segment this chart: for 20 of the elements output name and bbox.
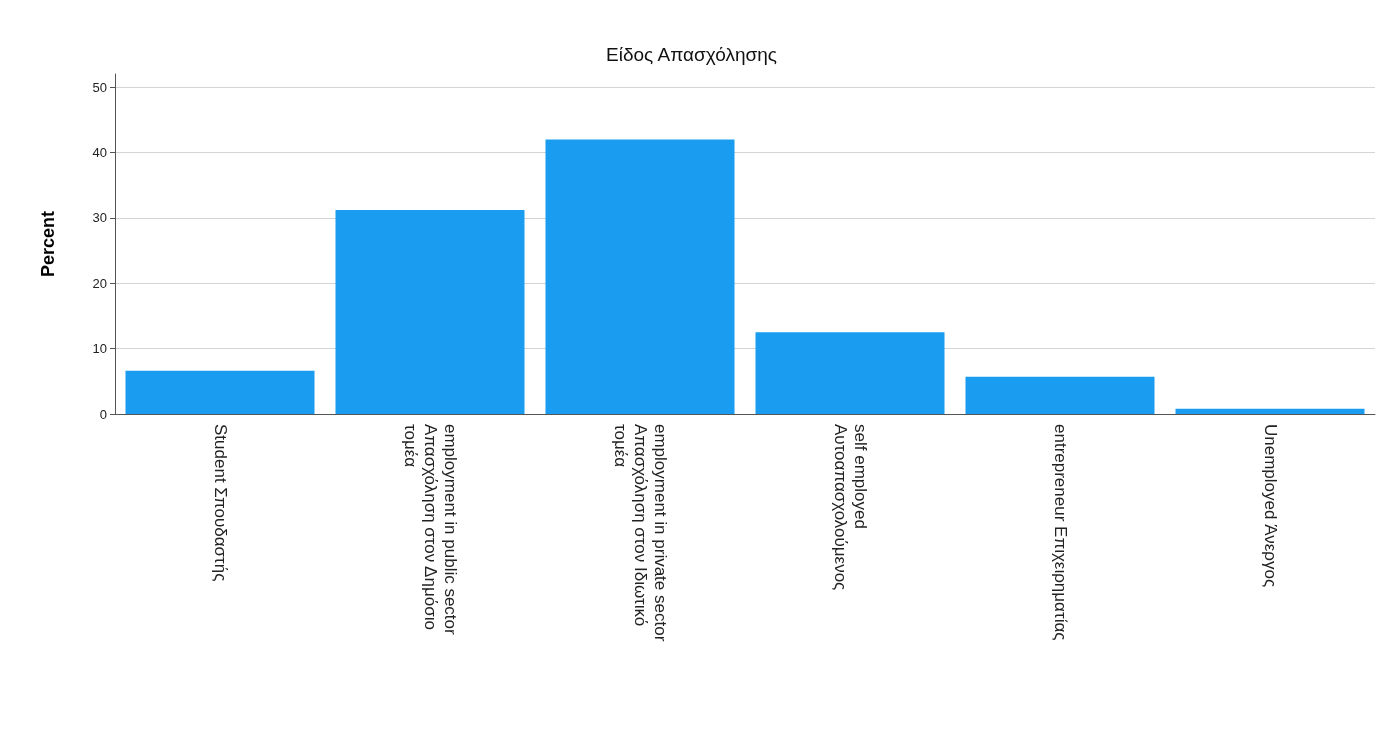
bar [755, 332, 945, 414]
x-tick-label: Unemployed Άνεργος [1260, 424, 1280, 588]
x-tick-label: entrepreneur Επιχειρηματίας [1050, 424, 1070, 641]
bar [1175, 408, 1365, 414]
y-tick-label: 20 [92, 275, 107, 291]
bar [335, 210, 525, 414]
x-tick-label: employment in public sector Απασχόληση στον Δημόσιο τομέα [400, 424, 460, 636]
y-tick-label: 10 [92, 341, 107, 357]
y-tick-label: 40 [92, 144, 107, 160]
bar [125, 370, 315, 414]
x-tick-label: employment in private sector Απασχόληση στον Ιδιωτικό τομέα [610, 424, 670, 642]
x-tick-label: Student Σπουδαστής [210, 424, 230, 582]
bar [545, 139, 735, 414]
y-tick-label: 30 [92, 210, 107, 226]
bar [965, 376, 1155, 414]
x-tick-label: self employed Αυτοαπασχολούμενος [830, 424, 870, 591]
y-tick-label: 0 [99, 406, 107, 422]
y-tick-label: 50 [92, 79, 107, 95]
y-axis-title: Percent [38, 210, 58, 278]
chart-title: Είδος Απασχόλησης [606, 44, 777, 65]
